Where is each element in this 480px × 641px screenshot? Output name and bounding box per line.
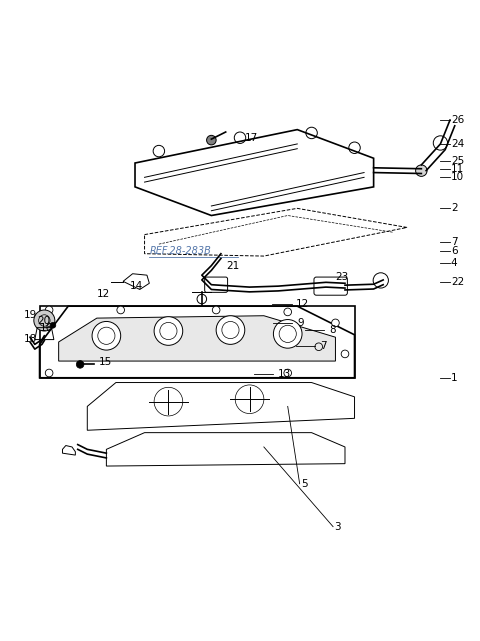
Text: REF.28-283B: REF.28-283B xyxy=(149,246,211,256)
Text: 1: 1 xyxy=(451,373,457,383)
Circle shape xyxy=(206,135,216,145)
Text: 23: 23 xyxy=(336,272,348,281)
Circle shape xyxy=(45,369,53,377)
Circle shape xyxy=(416,165,427,176)
Text: 12: 12 xyxy=(296,299,310,309)
Text: 22: 22 xyxy=(451,278,464,287)
Text: 6: 6 xyxy=(451,246,457,256)
Text: 4: 4 xyxy=(451,258,457,268)
Text: 25: 25 xyxy=(451,156,464,165)
Circle shape xyxy=(50,322,56,328)
Circle shape xyxy=(45,306,53,314)
Text: 12: 12 xyxy=(97,289,110,299)
Circle shape xyxy=(332,319,339,327)
Circle shape xyxy=(76,361,84,368)
Circle shape xyxy=(117,306,124,314)
Polygon shape xyxy=(59,316,336,361)
Text: 7: 7 xyxy=(320,341,327,351)
Text: 13: 13 xyxy=(278,369,291,379)
Text: 16: 16 xyxy=(39,323,53,333)
Text: 18: 18 xyxy=(24,333,37,344)
Bar xyxy=(39,306,355,378)
Text: 21: 21 xyxy=(227,261,240,271)
Circle shape xyxy=(284,369,291,377)
Circle shape xyxy=(92,321,120,350)
Circle shape xyxy=(284,308,291,316)
Text: 2: 2 xyxy=(451,203,457,213)
Text: 9: 9 xyxy=(297,319,304,328)
Text: 7: 7 xyxy=(451,237,457,247)
Text: 11: 11 xyxy=(451,163,464,174)
Text: 10: 10 xyxy=(451,172,464,182)
Text: 24: 24 xyxy=(451,139,464,149)
Circle shape xyxy=(212,306,220,314)
Text: 5: 5 xyxy=(301,479,308,488)
Circle shape xyxy=(341,350,349,358)
Text: 8: 8 xyxy=(329,325,336,335)
Text: 19: 19 xyxy=(24,310,37,320)
Text: 26: 26 xyxy=(451,115,464,125)
Circle shape xyxy=(274,320,302,348)
Text: 17: 17 xyxy=(245,133,258,143)
Text: 20: 20 xyxy=(37,317,51,326)
Circle shape xyxy=(34,310,55,331)
Text: 3: 3 xyxy=(335,522,341,531)
Text: 14: 14 xyxy=(130,281,144,291)
Circle shape xyxy=(154,317,183,345)
Text: 15: 15 xyxy=(99,357,112,367)
Circle shape xyxy=(216,316,245,344)
